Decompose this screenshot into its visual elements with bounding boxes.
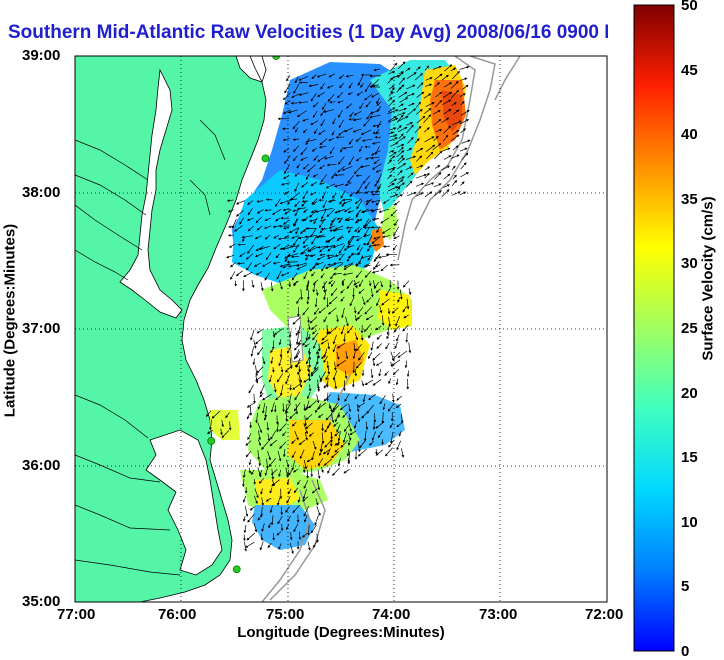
y-axis-label: Latitude (Degrees:Minutes) bbox=[2, 221, 19, 421]
x-tick-label: 76:00 bbox=[158, 606, 196, 623]
colorbar-label: Surface Velocity (cm/s) bbox=[700, 179, 717, 379]
y-tick-label: 39:00 bbox=[22, 47, 60, 64]
radar-station-marker bbox=[262, 155, 269, 162]
radar-station-marker bbox=[233, 566, 240, 573]
colorbar-tick: 30 bbox=[681, 255, 698, 272]
colorbar-tick: 40 bbox=[681, 126, 698, 143]
colorbar-tick: 20 bbox=[681, 385, 698, 402]
colorbar-tick: 15 bbox=[681, 449, 698, 466]
radar-station-marker bbox=[208, 437, 215, 444]
colorbar-tick: 0 bbox=[681, 643, 689, 660]
chart-title: Southern Mid-Atlantic Raw Velocities (1 … bbox=[8, 22, 608, 44]
x-tick-label: 72:00 bbox=[585, 606, 623, 623]
colorbar-tick: 50 bbox=[681, 0, 698, 14]
colorbar-tick: 35 bbox=[681, 191, 698, 208]
y-tick-label: 35:00 bbox=[22, 593, 60, 610]
colorbar-tick: 45 bbox=[681, 62, 698, 79]
x-tick-label: 73:00 bbox=[479, 606, 517, 623]
colorbar-tick: 25 bbox=[681, 320, 698, 337]
y-tick-label: 38:00 bbox=[22, 184, 60, 201]
colorbar bbox=[634, 5, 674, 651]
colorbar-tick: 10 bbox=[681, 514, 698, 531]
x-tick-label: 75:00 bbox=[266, 606, 304, 623]
y-tick-label: 36:00 bbox=[22, 457, 60, 474]
x-tick-label: 74:00 bbox=[372, 606, 410, 623]
x-tick-label: 77:00 bbox=[57, 606, 95, 623]
y-tick-label: 37:00 bbox=[22, 320, 60, 337]
x-axis-label: Longitude (Degrees:Minutes) bbox=[75, 624, 607, 641]
colorbar-tick: 5 bbox=[681, 578, 689, 595]
